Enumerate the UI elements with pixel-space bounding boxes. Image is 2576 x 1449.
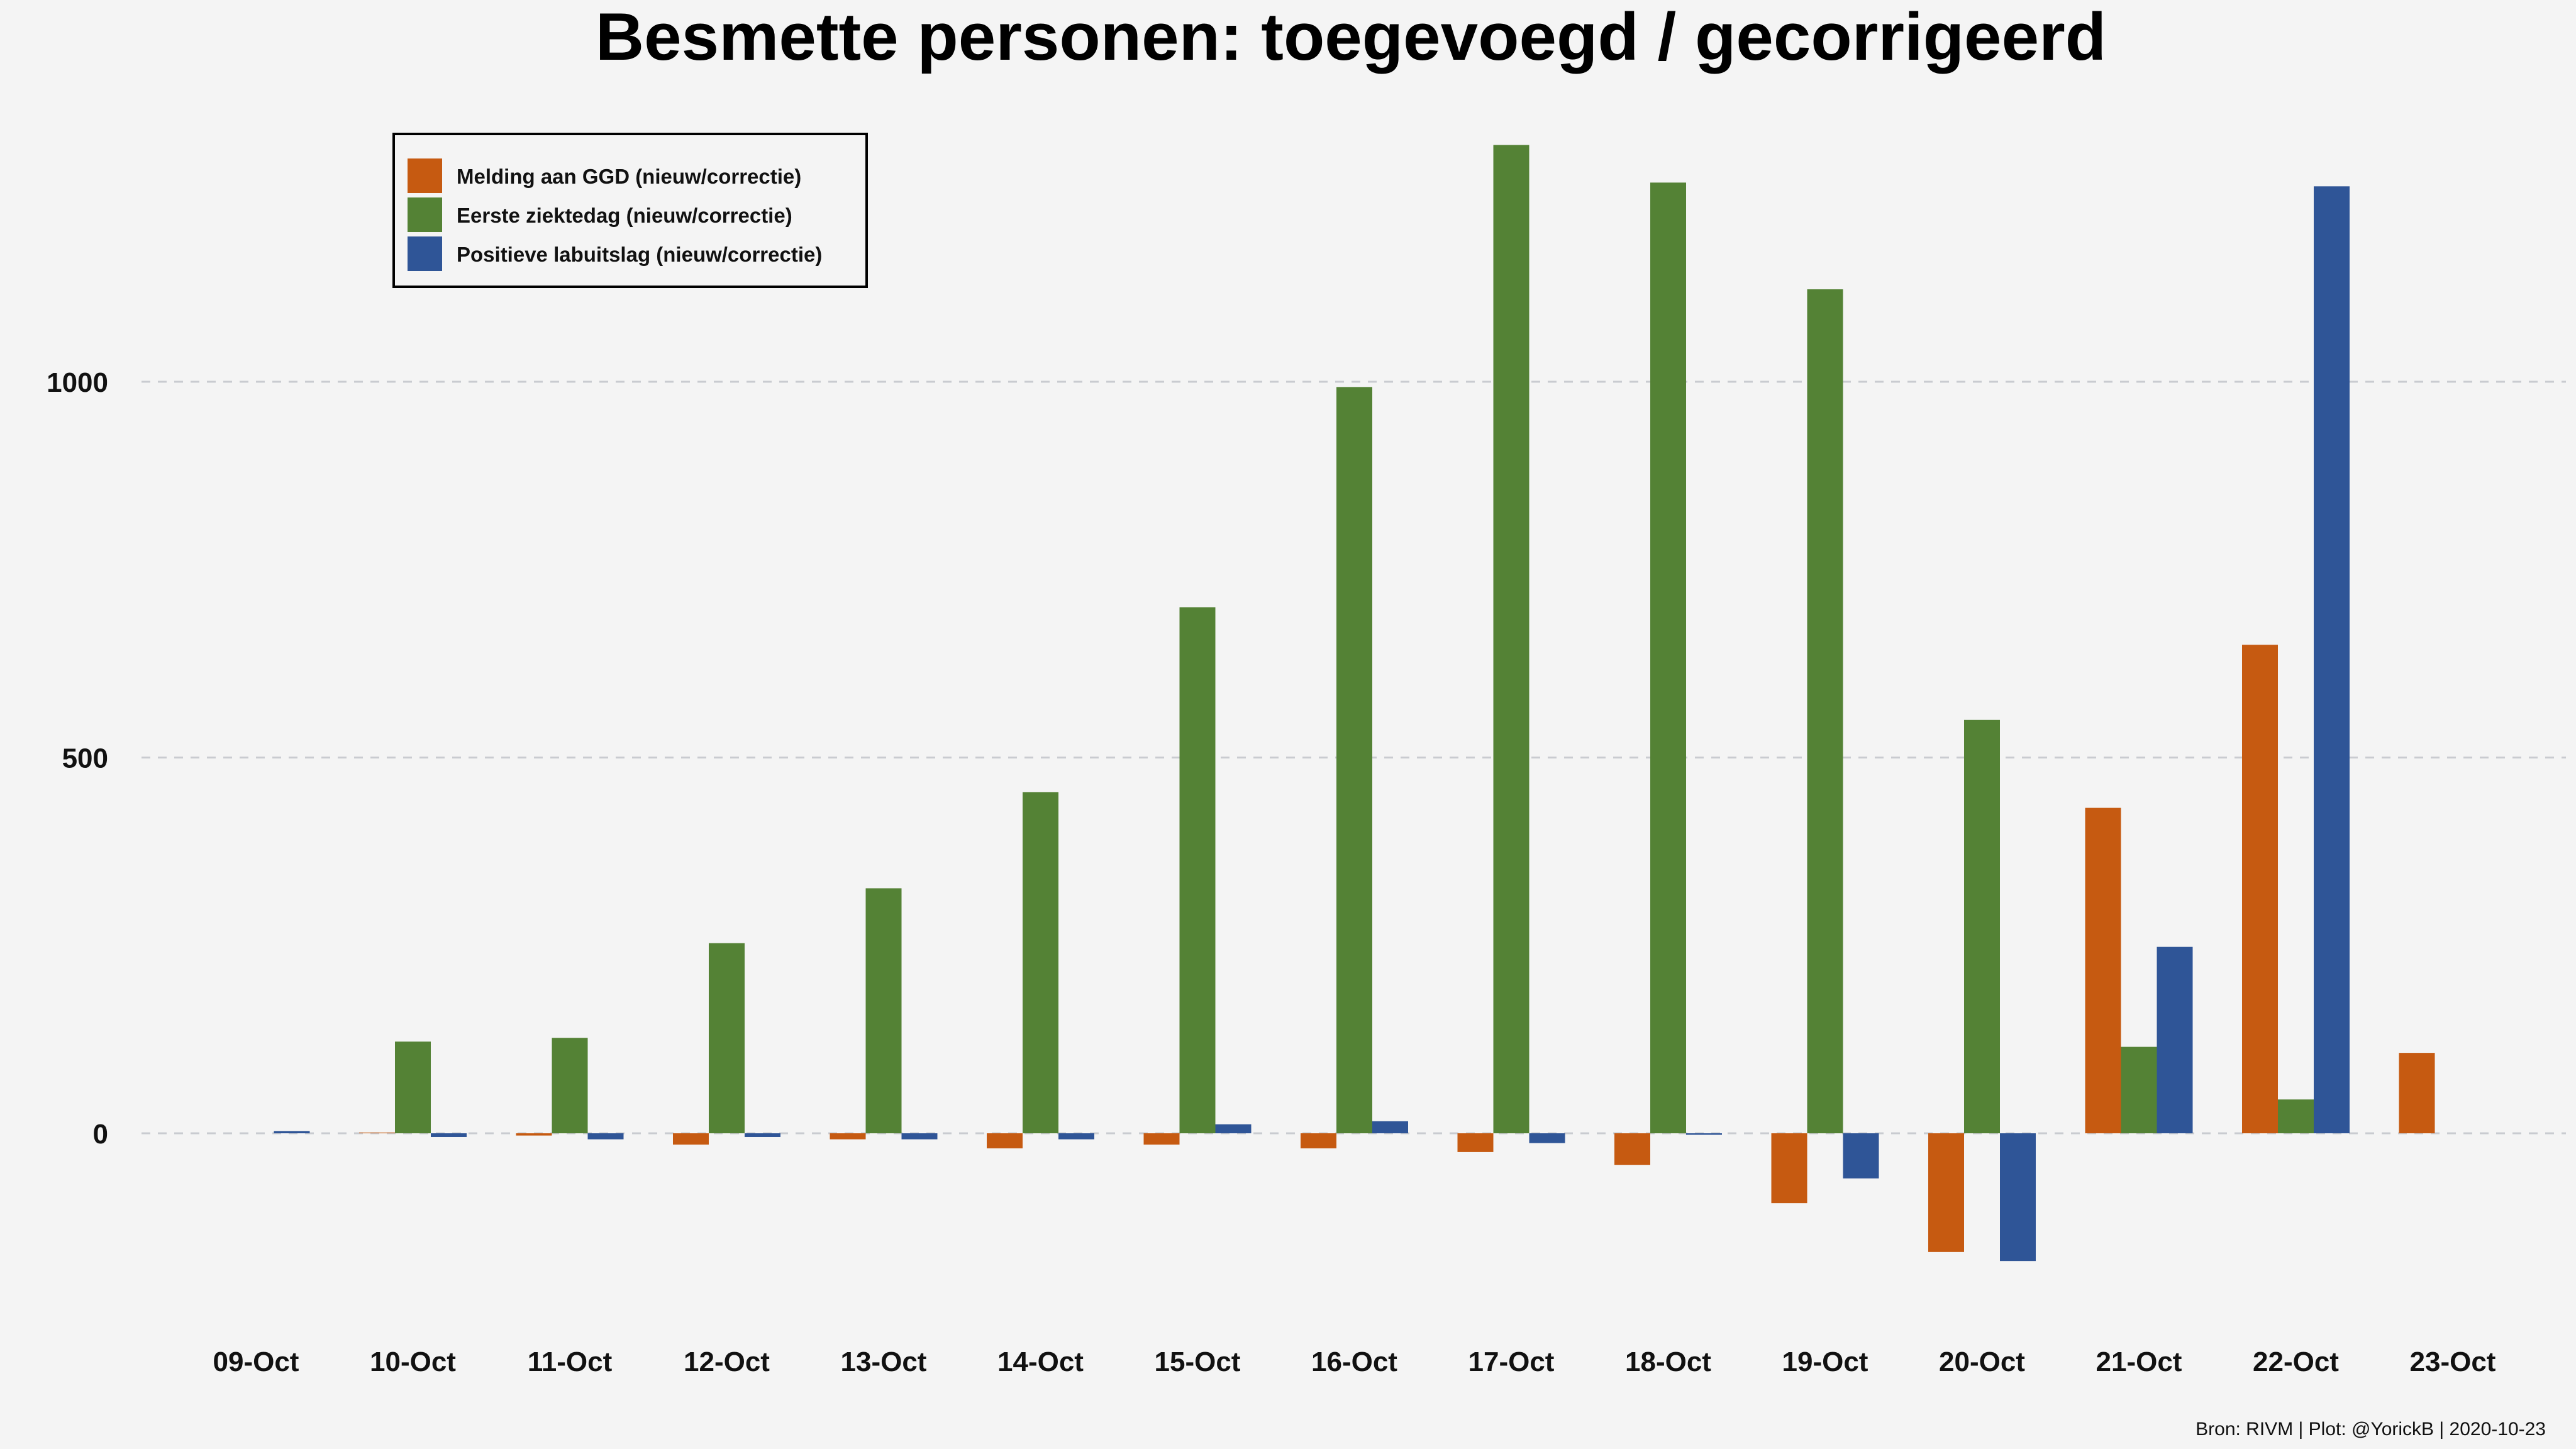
bar-15-Oct-series-1 (1143, 1133, 1180, 1145)
bar-15-Oct-series-2 (1179, 607, 1216, 1133)
bar-16-Oct-series-3 (1372, 1121, 1408, 1133)
x-tick-label: 13-Oct (841, 1346, 927, 1377)
bar-12-Oct-series-1 (673, 1133, 709, 1145)
legend-swatch (408, 197, 442, 232)
x-tick-label: 21-Oct (2096, 1346, 2182, 1377)
x-tick-label: 17-Oct (1468, 1346, 1555, 1377)
x-tick-label: 10-Oct (370, 1346, 456, 1377)
bar-12-Oct-series-2 (709, 943, 745, 1133)
bar-11-Oct-series-3 (587, 1133, 624, 1140)
bar-21-Oct-series-1 (2085, 808, 2121, 1133)
bar-20-Oct-series-2 (1964, 719, 2000, 1133)
x-tick-label: 23-Oct (2410, 1346, 2496, 1377)
bar-11-Oct-series-2 (552, 1038, 588, 1133)
bar-14-Oct-series-2 (1023, 792, 1058, 1133)
bar-22-Oct-series-3 (2314, 186, 2350, 1133)
y-tick-label: 0 (93, 1119, 108, 1150)
bar-13-Oct-series-3 (901, 1133, 938, 1140)
x-tick-label: 15-Oct (1155, 1346, 1241, 1377)
legend-swatch (408, 236, 442, 271)
bar-19-Oct-series-2 (1807, 289, 1843, 1133)
bar-16-Oct-series-2 (1336, 387, 1372, 1133)
bar-20-Oct-series-3 (2000, 1133, 2036, 1262)
source-caption: Bron: RIVM | Plot: @YorickB | 2020-10-23 (2196, 1419, 2546, 1440)
x-tick-label: 12-Oct (684, 1346, 770, 1377)
bar-14-Oct-series-1 (987, 1133, 1023, 1148)
legend-label: Melding aan GGD (nieuw/correctie) (457, 165, 801, 188)
bar-13-Oct-series-2 (865, 888, 902, 1133)
bar-19-Oct-series-3 (1843, 1133, 1879, 1179)
legend-swatch (408, 158, 442, 193)
legend-label: Positieve labuitslag (nieuw/correctie) (457, 243, 822, 266)
legend-label: Eerste ziektedag (nieuw/correctie) (457, 204, 792, 227)
bar-12-Oct-series-3 (745, 1133, 780, 1137)
bar-22-Oct-series-2 (2278, 1099, 2314, 1133)
bar-10-Oct-series-2 (395, 1041, 431, 1133)
bar-16-Oct-series-1 (1301, 1133, 1336, 1148)
bars (274, 145, 2435, 1262)
bar-18-Oct-series-3 (1686, 1133, 1722, 1135)
bar-19-Oct-series-1 (1771, 1133, 1807, 1204)
bar-20-Oct-series-1 (1928, 1133, 1964, 1252)
bar-21-Oct-series-3 (2157, 947, 2193, 1133)
bar-23-Oct-series-1 (2399, 1053, 2435, 1133)
y-tick-label: 500 (62, 743, 108, 774)
bar-10-Oct-series-3 (431, 1133, 467, 1137)
bar-22-Oct-series-1 (2242, 645, 2278, 1133)
chart-title: Besmette personen: toegevoegd / gecorrig… (596, 0, 2106, 74)
x-tick-label: 14-Oct (997, 1346, 1084, 1377)
legend: Melding aan GGD (nieuw/correctie) Eerste … (392, 133, 868, 288)
bar-17-Oct-series-3 (1529, 1133, 1565, 1143)
x-tick-label: 09-Oct (213, 1346, 299, 1377)
bar-18-Oct-series-1 (1614, 1133, 1650, 1165)
x-tick-label: 20-Oct (1939, 1346, 2025, 1377)
y-tick-label: 1000 (47, 367, 108, 398)
bar-09-Oct-series-3 (274, 1131, 310, 1133)
bar-14-Oct-series-3 (1058, 1133, 1094, 1140)
y-axis-ticks: 0 500 1000 (47, 367, 108, 1150)
x-tick-label: 16-Oct (1311, 1346, 1397, 1377)
bar-11-Oct-series-1 (516, 1133, 552, 1136)
x-tick-label: 19-Oct (1782, 1346, 1868, 1377)
bar-15-Oct-series-3 (1215, 1124, 1252, 1133)
x-tick-label: 18-Oct (1625, 1346, 1711, 1377)
x-tick-label: 22-Oct (2253, 1346, 2339, 1377)
x-axis-ticks: 09-Oct 10-Oct 11-Oct 12-Oct 13-Oct 14-Oct 15-O… (213, 1346, 2496, 1377)
bar-21-Oct-series-2 (2121, 1046, 2157, 1133)
legend-box (392, 133, 868, 288)
bar-17-Oct-series-2 (1493, 145, 1530, 1134)
bar-17-Oct-series-1 (1457, 1133, 1494, 1152)
bar-13-Oct-series-1 (830, 1133, 866, 1140)
bar-18-Oct-series-2 (1650, 182, 1686, 1134)
x-tick-label: 11-Oct (528, 1346, 613, 1377)
